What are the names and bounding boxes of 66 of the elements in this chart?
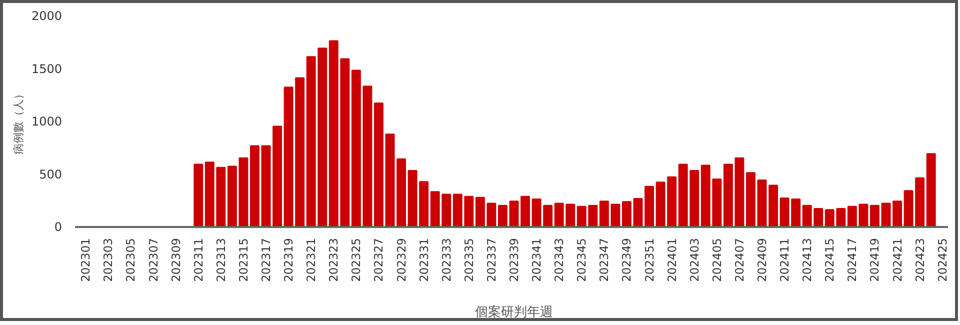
x-tick-label: 202409 xyxy=(755,238,769,282)
bar xyxy=(892,200,902,227)
x-tick-label: 202415 xyxy=(822,238,837,282)
bar xyxy=(870,204,880,227)
y-tick-label: 0 xyxy=(54,220,62,234)
bar xyxy=(926,153,936,227)
x-tick-label: 202315 xyxy=(236,238,250,282)
x-tick-label: 202405 xyxy=(710,238,724,282)
bar xyxy=(261,145,271,227)
bar xyxy=(385,134,395,227)
bar xyxy=(520,196,530,227)
bar xyxy=(272,126,282,227)
x-tick-label: 202401 xyxy=(664,238,679,282)
x-tick-label: 202307 xyxy=(146,238,160,282)
x-tick-label: 202301 xyxy=(78,238,93,282)
y-axis-title: 病例數（人） xyxy=(12,88,25,154)
x-tick-label: 202347 xyxy=(597,238,612,282)
x-tick-label: 202311 xyxy=(191,238,206,282)
x-tick-label: 202417 xyxy=(845,238,860,282)
y-tick-label: 2000 xyxy=(31,9,62,23)
bar xyxy=(757,180,767,227)
bar xyxy=(881,202,891,227)
bar xyxy=(498,204,508,227)
bar xyxy=(746,172,756,227)
x-tick-label: 202325 xyxy=(349,238,364,282)
x-tick-label: 202423 xyxy=(912,238,927,282)
x-tick-label: 202321 xyxy=(304,238,318,282)
x-tick-label: 202421 xyxy=(890,238,904,282)
y-tick-label: 1500 xyxy=(31,62,62,76)
x-tick-label: 202349 xyxy=(620,238,634,282)
bar xyxy=(622,201,632,227)
x-tick-label: 202341 xyxy=(530,238,544,282)
x-axis-title: 個案研判年週 xyxy=(475,304,553,320)
x-tick-label: 202309 xyxy=(168,238,183,282)
x-tick-label: 202319 xyxy=(282,238,296,282)
bar xyxy=(509,200,519,227)
x-tick-label: 202411 xyxy=(778,238,792,282)
x-tick-label: 202333 xyxy=(439,238,454,282)
y-tick-label: 1000 xyxy=(31,114,62,128)
bar xyxy=(374,102,384,227)
x-tick-label: 202331 xyxy=(416,238,431,282)
x-tick-label: 202323 xyxy=(326,238,341,282)
x-tick-label: 202305 xyxy=(124,238,138,282)
bar xyxy=(768,184,778,227)
x-tick-label: 202343 xyxy=(552,238,566,282)
x-tick-label: 202335 xyxy=(462,238,476,282)
x-tick-label: 202317 xyxy=(259,238,273,282)
x-tick-label: 202351 xyxy=(642,238,656,282)
x-tick-label: 202303 xyxy=(101,238,116,282)
bar xyxy=(633,198,643,227)
x-tick-label: 202339 xyxy=(507,238,521,282)
x-tick-label: 202329 xyxy=(394,238,408,282)
bar xyxy=(194,164,204,227)
x-tick-label: 202413 xyxy=(800,238,814,282)
bar xyxy=(396,158,406,227)
x-tick-label: 202313 xyxy=(214,238,228,282)
bar xyxy=(250,145,260,227)
x-tick-label: 202403 xyxy=(687,238,702,282)
x-tick-label: 202345 xyxy=(574,238,589,282)
x-tick-label: 202337 xyxy=(484,238,498,282)
x-tick-label: 202407 xyxy=(732,238,746,282)
x-tick-label: 202327 xyxy=(372,238,386,282)
y-tick-label: 500 xyxy=(39,167,62,182)
x-tick-label: 202425 xyxy=(935,238,950,282)
bar xyxy=(644,186,654,227)
x-tick-label: 202419 xyxy=(868,238,882,282)
